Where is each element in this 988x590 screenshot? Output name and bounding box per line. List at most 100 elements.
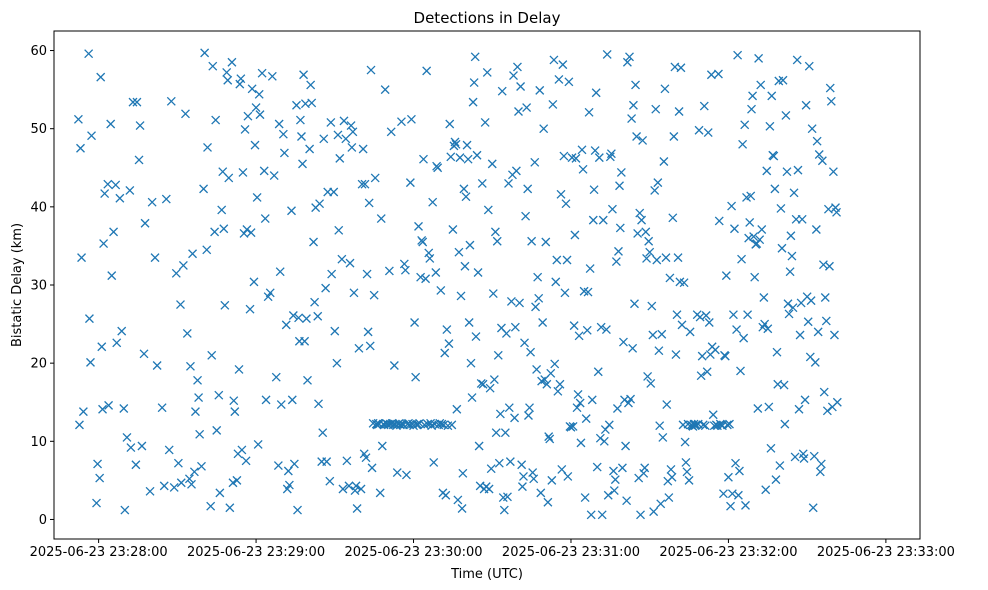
data-point-157: [318, 428, 328, 438]
data-point-419: [591, 88, 601, 98]
data-point-582: [756, 80, 766, 90]
data-point-348: [520, 338, 529, 348]
data-point-557: [731, 458, 740, 468]
data-point-163: [326, 117, 336, 127]
data-point-485: [658, 432, 668, 442]
data-point-51: [176, 300, 185, 309]
data-point-296: [467, 393, 477, 403]
data-point-655: [829, 330, 839, 340]
data-point-307: [478, 379, 488, 389]
data-point-102: [245, 304, 255, 314]
data-point-570: [744, 233, 754, 243]
data-point-639: [813, 327, 823, 337]
data-point-187: [357, 179, 367, 189]
data-point-18: [104, 400, 114, 410]
data-point-17: [103, 179, 113, 189]
data-point-446: [619, 337, 628, 347]
data-point-347: [519, 472, 528, 481]
data-point-86: [227, 57, 237, 67]
data-point-597: [771, 475, 781, 485]
data-point-103: [246, 228, 256, 238]
data-point-47: [166, 96, 176, 106]
data-point-652: [826, 96, 836, 106]
data-point-142: [299, 70, 309, 80]
data-point-422: [594, 153, 604, 163]
data-point-300: [471, 332, 481, 342]
data-point-282: [453, 495, 463, 505]
data-point-417: [589, 185, 599, 195]
data-point-380: [552, 255, 562, 265]
data-point-195: [365, 341, 375, 351]
data-point-429: [601, 325, 611, 335]
data-point-404: [576, 438, 586, 448]
data-point-15: [99, 239, 109, 249]
data-point-28: [122, 432, 132, 442]
data-point-593: [767, 91, 777, 101]
data-point-378: [550, 359, 560, 369]
data-point-362: [534, 293, 544, 303]
data-point-58: [187, 479, 196, 489]
data-point-194: [364, 198, 374, 208]
data-point-602: [776, 203, 786, 213]
data-point-324: [495, 409, 505, 419]
data-point-627: [801, 100, 811, 110]
data-point-349: [521, 211, 531, 221]
data-point-376: [548, 100, 558, 109]
data-point-105: [249, 277, 259, 287]
data-point-216: [386, 127, 396, 137]
data-point-469: [642, 253, 652, 263]
data-point-401: [573, 389, 583, 399]
data-point-167: [332, 358, 342, 368]
data-point-484: [657, 329, 667, 339]
data-point-56: [184, 474, 194, 484]
y-tick-label-4: 40: [30, 200, 47, 215]
data-point-273: [444, 339, 454, 349]
data-point-608: [782, 167, 792, 177]
data-point-113: [259, 166, 269, 176]
data-point-607: [781, 110, 791, 120]
data-point-158: [319, 134, 329, 144]
data-point-111: [255, 110, 265, 120]
data-point-173: [339, 116, 349, 126]
data-point-254: [425, 253, 435, 263]
data-point-441: [614, 246, 623, 256]
data-point-566: [740, 120, 750, 130]
data-point-427: [599, 436, 609, 446]
data-point-40: [147, 197, 157, 207]
data-point-354: [526, 347, 536, 357]
data-point-424: [596, 322, 606, 332]
data-point-508: [681, 457, 691, 467]
data-point-76: [214, 390, 224, 400]
data-point-649: [823, 204, 833, 214]
data-point-245: [416, 272, 426, 282]
x-tick-label-5: 2025-06-23 23:33:00: [817, 545, 955, 560]
data-point-129: [283, 466, 293, 476]
data-point-361: [533, 272, 543, 282]
data-point-384: [556, 189, 566, 199]
data-point-222: [392, 468, 402, 478]
data-point-509: [682, 467, 692, 477]
data-point-55: [182, 328, 192, 338]
data-point-93: [235, 79, 245, 89]
data-point-644: [818, 260, 828, 270]
data-point-442: [615, 181, 624, 191]
data-point-387: [559, 151, 569, 161]
data-point-298: [469, 78, 479, 88]
data-point-590: [764, 402, 774, 412]
data-point-236: [406, 114, 416, 124]
data-point-522: [695, 312, 705, 322]
data-point-503: [676, 63, 686, 73]
data-point-480: [653, 178, 663, 188]
data-point-609: [783, 299, 793, 309]
data-point-383: [555, 379, 565, 389]
data-point-90: [232, 475, 242, 485]
data-point-487: [660, 84, 670, 94]
data-point-580: [754, 53, 764, 63]
data-point-402: [574, 331, 584, 341]
data-point-166: [330, 326, 340, 336]
data-point-540: [713, 69, 723, 79]
data-point-106: [250, 140, 260, 150]
data-point-467: [640, 463, 650, 473]
data-point-59: [188, 249, 198, 259]
data-point-552: [726, 501, 735, 511]
